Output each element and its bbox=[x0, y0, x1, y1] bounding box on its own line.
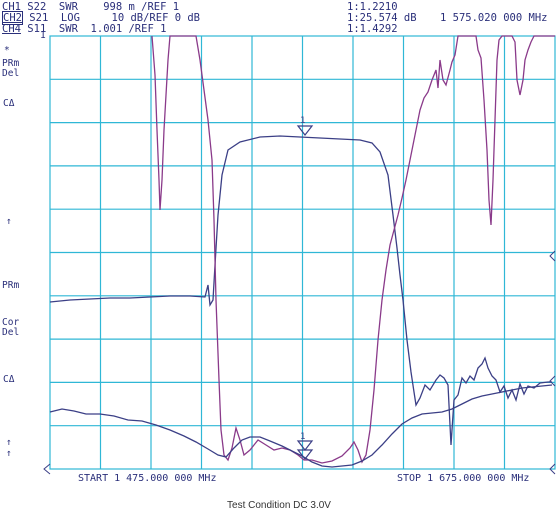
marker-frequency: 1 575.020 000 MHz bbox=[440, 12, 548, 24]
marker-readout-ch2: 1:25.574 dB bbox=[347, 12, 417, 24]
status-prm-1: PRm bbox=[2, 58, 20, 69]
marker-readout-ch4: 1:1.4292 bbox=[347, 23, 398, 35]
right-reference-pointer-icon bbox=[549, 250, 556, 262]
start-frequency: START 1 475.000 000 MHz bbox=[78, 473, 217, 484]
stop-frequency: STOP 1 675.000 000 MHz bbox=[397, 473, 530, 484]
reference-position-label: 1 bbox=[40, 30, 46, 41]
status-c-delta-2: CΔ bbox=[3, 374, 15, 385]
marker-triangle-icon bbox=[296, 449, 314, 460]
status-star: * bbox=[4, 45, 10, 56]
channel-label: CH4 bbox=[2, 23, 21, 35]
format-label: SWR bbox=[58, 23, 78, 35]
marker-1-label-upper: 1 bbox=[300, 116, 305, 126]
format-label: LOG bbox=[60, 12, 80, 24]
trace-ch1-s22-purple bbox=[151, 35, 555, 464]
status-arrow-1: ↑ bbox=[6, 216, 12, 227]
header-row-ch4: CH4 S11 SWR 1.001 /REF 1 bbox=[2, 24, 166, 35]
marker-1-upper bbox=[296, 125, 314, 136]
marker-triangle-icon bbox=[296, 125, 314, 136]
param-label: S22 bbox=[27, 1, 47, 13]
trace-ch2-s21-blue bbox=[49, 135, 552, 446]
left-reference-pointer-icon bbox=[43, 463, 51, 475]
marker-readout-ch1: 1:1.2210 bbox=[347, 1, 398, 13]
scale-label: 998 m /REF 1 bbox=[103, 1, 180, 13]
marker-triangle-icon bbox=[296, 440, 314, 451]
test-condition-caption: Test Condition DC 3.0V bbox=[227, 500, 331, 511]
status-del-2: Del bbox=[2, 327, 20, 338]
ref-pointers bbox=[43, 250, 556, 475]
format-label: SWR bbox=[58, 1, 78, 13]
marker-1-lower bbox=[296, 440, 314, 460]
status-arrow-3: ↑ bbox=[6, 448, 12, 459]
status-prm-2: PRm bbox=[2, 280, 20, 291]
header-row-ch1: CH1 S22 SWR 998 m /REF 1 bbox=[2, 2, 179, 13]
right-reference-pointer-icon bbox=[549, 375, 556, 387]
param-label: S11 bbox=[27, 23, 47, 35]
status-del-1: Del bbox=[2, 68, 20, 79]
status-c-delta-1: CΔ bbox=[3, 98, 15, 109]
marker-1-label-lower: 1 bbox=[300, 432, 305, 442]
channel-label: CH2 bbox=[2, 11, 23, 25]
status-arrow-2: ↑ bbox=[6, 437, 12, 448]
trace-ch4-s11-blue bbox=[49, 384, 553, 468]
header-row-ch2: CH2 S21 LOG 10 dB/REF 0 dB bbox=[2, 11, 201, 25]
param-label: S21 bbox=[29, 12, 49, 24]
right-reference-pointer-icon bbox=[549, 463, 556, 475]
graticule bbox=[49, 35, 556, 470]
status-cor: Cor bbox=[2, 317, 20, 328]
channel-label: CH1 bbox=[2, 1, 21, 13]
scale-label: 1.001 /REF 1 bbox=[90, 23, 167, 35]
scale-label: 10 dB/REF 0 dB bbox=[111, 12, 201, 24]
